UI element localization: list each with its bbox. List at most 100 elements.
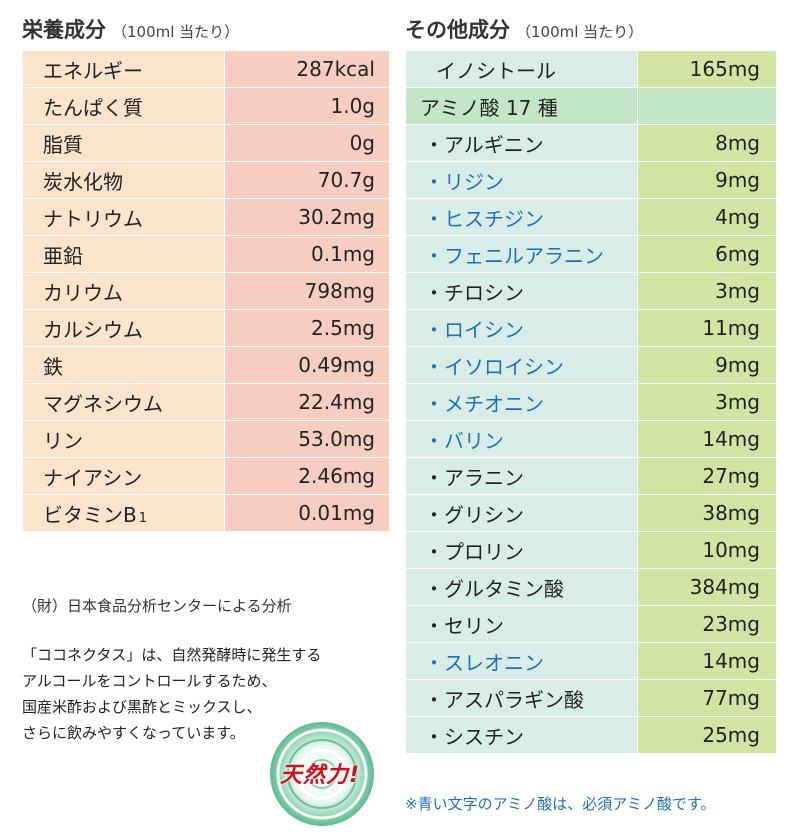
component-row: ・スレオニン 14mg xyxy=(405,642,777,680)
nutrition-row: エネルギー 287kcal xyxy=(22,50,390,88)
nutrient-label-text: ビタミンB xyxy=(43,502,137,527)
nutrient-label-text: 鉄 xyxy=(43,354,63,379)
component-value: 165mg xyxy=(637,50,777,88)
component-label: イノシトール xyxy=(405,50,638,88)
component-row: イノシトール 165mg xyxy=(405,50,777,88)
component-row: ・アスパラギン酸 77mg xyxy=(405,679,777,717)
essential-amino-label: ・イソロイシン xyxy=(405,346,638,384)
description-line: 「ココネクタス」は、自然発酵時に発生する xyxy=(22,646,322,664)
component-label: ・プロリン xyxy=(405,531,638,569)
nutrient-value: 22.4mg xyxy=(224,383,390,421)
nutrient-label: リン xyxy=(22,420,225,458)
component-value: 9mg xyxy=(637,161,777,199)
component-row: ・イソロイシン 9mg xyxy=(405,346,777,384)
nutrition-row: 鉄 0.49mg xyxy=(22,346,390,384)
nutrient-label: 炭水化物 xyxy=(22,161,225,199)
nutrient-value: 287kcal xyxy=(224,50,390,88)
nutrition-row: ナイアシン 2.46mg xyxy=(22,457,390,495)
nutrient-label-subscript: 1 xyxy=(138,510,148,526)
nutrient-value: 70.7g xyxy=(224,161,390,199)
component-value: 4mg xyxy=(637,198,777,236)
nutrient-value: 0.01mg xyxy=(224,494,390,532)
ripple-circle-icon xyxy=(270,722,374,826)
component-row: ・メチオニン 3mg xyxy=(405,383,777,421)
nutrition-row: ビタミンB 1 0.01mg xyxy=(22,494,390,532)
nutrient-label-text: たんぱく質 xyxy=(43,95,143,120)
nutrient-value: 30.2mg xyxy=(224,198,390,236)
essential-amino-label: ・メチオニン xyxy=(405,383,638,421)
component-value: 384mg xyxy=(637,568,777,606)
nutrient-label-text: ナイアシン xyxy=(43,465,143,490)
component-label: ・グリシン xyxy=(405,494,638,532)
essential-amino-label: ・ロイシン xyxy=(405,309,638,347)
nutrition-title: 栄養成分 xyxy=(22,18,106,42)
component-row: ・プロリン 10mg xyxy=(405,531,777,569)
component-value: 27mg xyxy=(637,457,777,495)
nutrient-label-text: エネルギー xyxy=(43,58,143,83)
nutrient-value: 0.1mg xyxy=(224,235,390,273)
nutrition-row: リン 53.0mg xyxy=(22,420,390,458)
component-value: 23mg xyxy=(637,605,777,643)
component-value: 3mg xyxy=(637,272,777,310)
component-label: ・グルタミン酸 xyxy=(405,568,638,606)
nutrient-label-text: 炭水化物 xyxy=(43,169,123,194)
nutrient-value: 1.0g xyxy=(224,87,390,125)
component-value: 14mg xyxy=(637,642,777,680)
nutrient-label-text: カルシウム xyxy=(43,317,143,342)
nutrient-label: ナイアシン xyxy=(22,457,225,495)
component-label: ・セリン xyxy=(405,605,638,643)
component-label: アミノ酸 17 種 xyxy=(405,87,638,125)
nutrient-label: マグネシウム xyxy=(22,383,225,421)
component-row: ・リジン 9mg xyxy=(405,161,777,199)
component-label: ・シスチン xyxy=(405,716,638,754)
component-value: 14mg xyxy=(637,420,777,458)
nutrient-value: 0g xyxy=(224,124,390,162)
component-value: 3mg xyxy=(637,383,777,421)
essential-amino-label: ・ヒスチジン xyxy=(405,198,638,236)
component-value: 8mg xyxy=(637,124,777,162)
nutrient-value: 2.46mg xyxy=(224,457,390,495)
component-value: 10mg xyxy=(637,531,777,569)
nutrition-row: カルシウム 2.5mg xyxy=(22,309,390,347)
component-row: ・チロシン 3mg xyxy=(405,272,777,310)
other-components-heading: その他成分 （100ml 当たり） xyxy=(405,14,643,44)
nutrient-label: たんぱく質 xyxy=(22,87,225,125)
nutrition-table: エネルギー 287kcal たんぱく質 1.0g 脂質 0g 炭水化物 70.7g ナトリウム 3… xyxy=(22,50,390,532)
description-line: 国産米酢および黒酢とミックスし、 xyxy=(22,698,262,716)
nutrient-value: 2.5mg xyxy=(224,309,390,347)
essential-amino-label: ・スレオニン xyxy=(405,642,638,680)
component-row: ・シスチン 25mg xyxy=(405,716,777,754)
amino-acid-group-row: アミノ酸 17 種 xyxy=(405,87,777,125)
component-row: ・セリン 23mg xyxy=(405,605,777,643)
component-row: ・アルギニン 8mg xyxy=(405,124,777,162)
essential-amino-footnote: ※青い文字のアミノ酸は、必須アミノ酸です。 xyxy=(405,795,716,813)
component-value: 6mg xyxy=(637,235,777,273)
nutrient-value: 0.49mg xyxy=(224,346,390,384)
component-label: ・チロシン xyxy=(405,272,638,310)
nutrition-row: 炭水化物 70.7g xyxy=(22,161,390,199)
other-components-title: その他成分 xyxy=(405,18,510,42)
nutrient-label-text: カリウム xyxy=(43,280,123,305)
nutrition-row: 脂質 0g xyxy=(22,124,390,162)
nutrient-label-text: マグネシウム xyxy=(43,391,163,416)
nutrient-label: 鉄 xyxy=(22,346,225,384)
nutrition-row: たんぱく質 1.0g xyxy=(22,87,390,125)
component-row: ・フェニルアラニン 6mg xyxy=(405,235,777,273)
natural-power-badge: 天然力! xyxy=(280,763,361,788)
component-value: 11mg xyxy=(637,309,777,347)
essential-amino-label: ・バリン xyxy=(405,420,638,458)
nutrient-label: ナトリウム xyxy=(22,198,225,236)
other-components-table: イノシトール 165mg アミノ酸 17 種・アルギニン 8mg ・リジン 9mg ・ヒスチ… xyxy=(405,50,777,754)
nutrient-label: カルシウム xyxy=(22,309,225,347)
nutrition-row: マグネシウム 22.4mg xyxy=(22,383,390,421)
nutrition-row: 亜鉛 0.1mg xyxy=(22,235,390,273)
component-value: 25mg xyxy=(637,716,777,754)
product-description: 「ココネクタス」は、自然発酵時に発生する アルコールをコントロールするため、 国… xyxy=(22,642,321,746)
component-label: ・アルギニン xyxy=(405,124,638,162)
nutrition-row: カリウム 798mg xyxy=(22,272,390,310)
other-components-title-sub: （100ml 当たり） xyxy=(516,23,644,41)
nutrient-label: ビタミンB 1 xyxy=(22,494,225,532)
nutrient-label-text: 脂質 xyxy=(43,132,83,157)
component-row: ・ヒスチジン 4mg xyxy=(405,198,777,236)
nutrient-label-text: リン xyxy=(43,428,83,453)
